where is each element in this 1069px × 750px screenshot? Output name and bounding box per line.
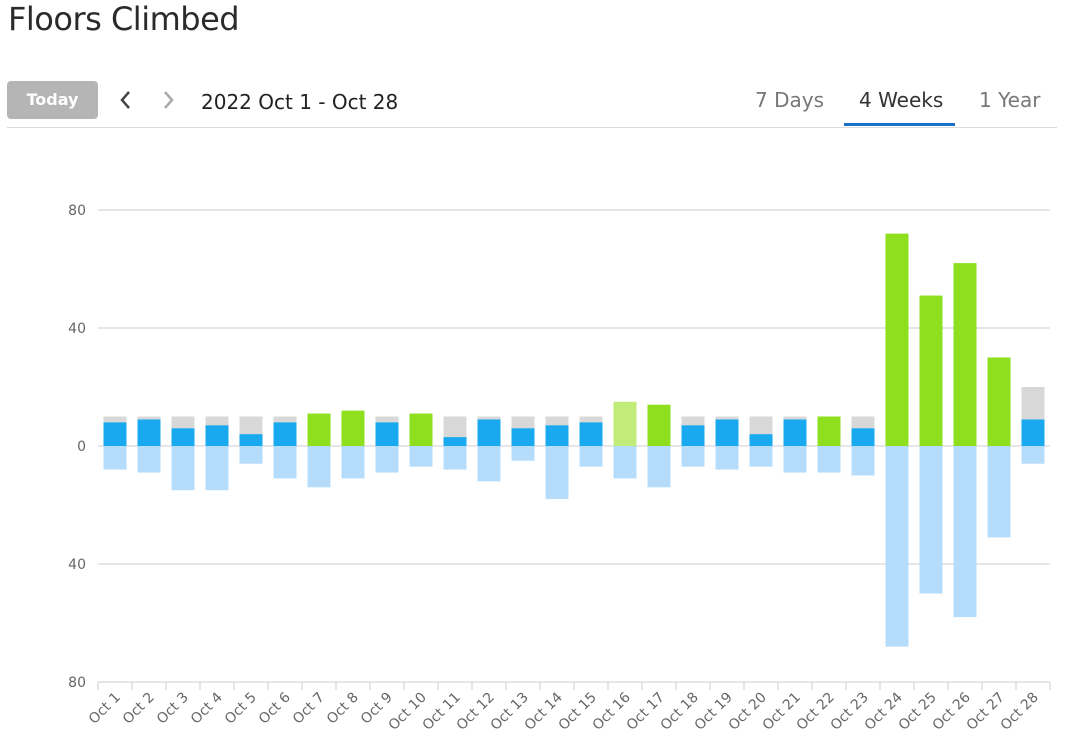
floors-down-bar: [953, 446, 977, 618]
floors-up-bar: [307, 413, 331, 446]
floors-up-bar: [375, 422, 399, 446]
floors-up-bar: [545, 425, 569, 446]
floors-down-bar: [477, 446, 501, 482]
today-button[interactable]: Today: [7, 81, 98, 119]
y-tick-label: 40: [68, 321, 86, 337]
floors-down-bar: [375, 446, 399, 473]
floors-down-bar: [239, 446, 263, 464]
chevron-left-icon[interactable]: [114, 86, 138, 114]
x-tick-label: Oct 6: [256, 689, 294, 727]
floors-down-bar: [647, 446, 671, 488]
floors-up-bar: [681, 425, 705, 446]
floors-down-bar: [783, 446, 807, 473]
floors-down-bar: [511, 446, 535, 461]
floors-down-bar: [681, 446, 705, 467]
floors-down-bar: [715, 446, 739, 470]
floors-down-bar: [885, 446, 909, 647]
y-tick-label: 80: [68, 675, 86, 691]
active-tab-indicator: [844, 123, 955, 126]
date-toolbar: Today 2022 Oct 1 - Oct 28 7 Days 4 Weeks…: [7, 80, 1057, 128]
floors-up-bar: [953, 263, 977, 446]
chevron-right-icon[interactable]: [156, 86, 180, 114]
x-tick-label: Oct 2: [120, 690, 158, 728]
x-tick-label: Oct 4: [188, 689, 226, 727]
floors-down-bar: [341, 446, 365, 479]
x-tick-label: Oct 7: [290, 690, 328, 728]
floors-down-bar: [307, 446, 331, 488]
floors-up-bar: [341, 410, 365, 446]
floors-up-bar: [749, 434, 773, 446]
floors-up-bar: [171, 428, 195, 446]
floors-down-bar: [1021, 446, 1045, 464]
y-tick-label: 80: [68, 203, 86, 219]
floors-up-bar: [919, 295, 943, 446]
floors-up-bar: [205, 425, 229, 446]
floors-down-bar: [103, 446, 127, 470]
x-tick-label: Oct 3: [154, 690, 192, 728]
page-title: Floors Climbed: [8, 0, 240, 38]
floors-up-bar: [579, 422, 603, 446]
y-tick-label: 0: [77, 439, 86, 455]
floors-up-bar: [987, 357, 1011, 446]
x-tick-label: Oct 8: [324, 690, 362, 728]
floors-up-bar: [443, 437, 467, 446]
floors-down-bar: [171, 446, 195, 491]
floors-up-bar: [1021, 419, 1045, 446]
tab-4-weeks[interactable]: 4 Weeks: [859, 88, 944, 112]
tab-1-year[interactable]: 1 Year: [979, 88, 1041, 112]
floors-down-bar: [749, 446, 773, 467]
x-tick-label: Oct 5: [222, 690, 260, 728]
floors-up-bar: [511, 428, 535, 446]
floors-up-bar: [851, 428, 875, 446]
floors-up-bar: [885, 233, 909, 446]
floors-down-bar: [205, 446, 229, 491]
floors-down-bar: [613, 446, 637, 479]
floors-up-bar: [409, 413, 433, 446]
floors-down-bar: [443, 446, 467, 470]
floors-down-bar: [987, 446, 1011, 538]
floors-up-bar: [613, 401, 637, 446]
floors-down-bar: [579, 446, 603, 467]
floors-up-bar: [817, 416, 841, 446]
floors-down-bar: [273, 446, 297, 479]
floors-up-bar: [273, 422, 297, 446]
floors-up-bar: [103, 422, 127, 446]
floors-up-bar: [715, 419, 739, 446]
floors-down-bar: [137, 446, 161, 473]
floors-up-bar: [239, 434, 263, 446]
floors-up-bar: [477, 419, 501, 446]
floors-up-bar: [647, 404, 671, 446]
tab-7-days[interactable]: 7 Days: [755, 88, 824, 112]
floors-down-bar: [409, 446, 433, 467]
floors-up-bar: [783, 419, 807, 446]
floors-up-bar: [137, 419, 161, 446]
floors-down-bar: [919, 446, 943, 594]
floors-down-bar: [545, 446, 569, 500]
floors-down-bar: [851, 446, 875, 476]
floors-down-bar: [817, 446, 841, 473]
x-tick-label: Oct 28: [998, 690, 1042, 734]
x-tick-label: Oct 1: [86, 690, 124, 728]
date-range-label: 2022 Oct 1 - Oct 28: [201, 90, 399, 114]
y-tick-label: 40: [68, 557, 86, 573]
